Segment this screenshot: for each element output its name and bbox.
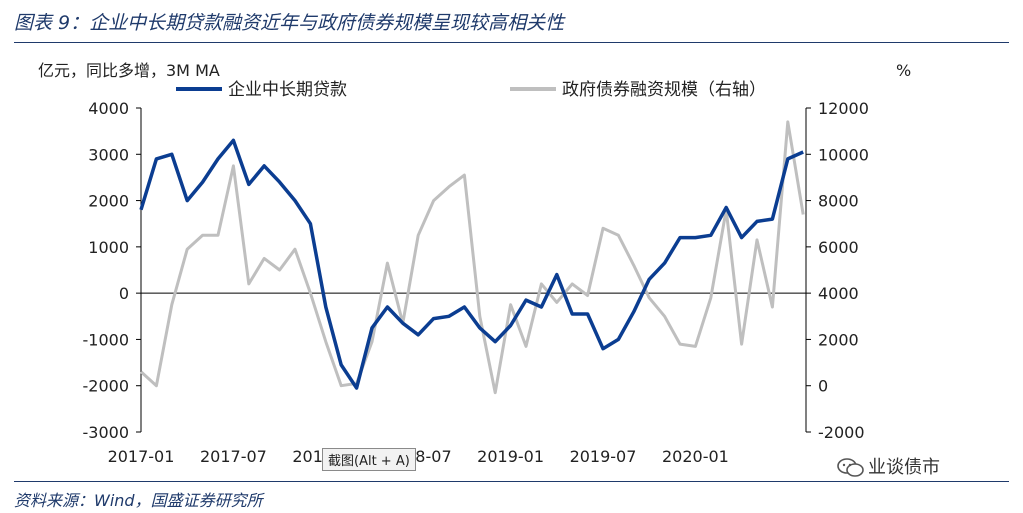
footer-divider (14, 481, 1009, 482)
left-y-tick-label: -1000 (83, 330, 130, 349)
x-tick-label: 2019-01 (477, 447, 544, 466)
left-y-tick-label: 4000 (88, 99, 129, 118)
legend-label-gov: 政府债券融资规模（右轴） (562, 80, 766, 100)
right-y-tick-label: 0 (818, 377, 828, 396)
x-tick-label: 2017-07 (200, 447, 267, 466)
right-y-tick-label: -2000 (818, 423, 865, 442)
wechat-watermark: 业谈债市 (836, 453, 940, 479)
left-y-tick-label: -2000 (83, 377, 130, 396)
source-note: 资料来源：Wind，国盛证券研究所 (14, 491, 263, 510)
right-y-tick-label: 2000 (818, 330, 859, 349)
left-y-tick-label: -3000 (83, 423, 130, 442)
series-line-gov-bonds (139, 120, 805, 395)
right-unit-label: % (896, 61, 911, 80)
left-y-tick-label: 3000 (88, 145, 129, 164)
left-y-tick-label: 2000 (88, 192, 129, 211)
wechat-icon (837, 458, 864, 477)
left-y-tick-label: 0 (119, 284, 129, 303)
right-y-tick-label: 4000 (818, 284, 859, 303)
left-unit-label: 亿元，同比多增，3M MA (38, 61, 220, 80)
left-y-tick-label: 1000 (88, 238, 129, 257)
screenshot-tooltip: 截图(Alt + A) (322, 448, 416, 471)
x-tick-label: 2020-01 (662, 447, 729, 466)
chart-title: 图表 9：企业中长期贷款融资近年与政府债券规模呈现较高相关性 (14, 12, 565, 34)
legend-label-loans: 企业中长期贷款 (228, 80, 347, 100)
watermark-text: 业谈债市 (868, 457, 940, 478)
right-y-tick-label: 8000 (818, 192, 859, 211)
right-y-tick-label: 6000 (818, 238, 859, 257)
right-y-tick-label: 12000 (818, 99, 869, 118)
legend: 企业中长期贷款 政府债券融资规模（右轴） (176, 80, 766, 100)
right-y-tick-label: 10000 (818, 145, 869, 164)
x-tick-label: 2017-01 (108, 447, 175, 466)
x-tick-label: 2019-07 (570, 447, 637, 466)
series-lines (139, 120, 805, 395)
series-line-corporate-loans (139, 138, 804, 390)
title-divider (14, 42, 1009, 43)
